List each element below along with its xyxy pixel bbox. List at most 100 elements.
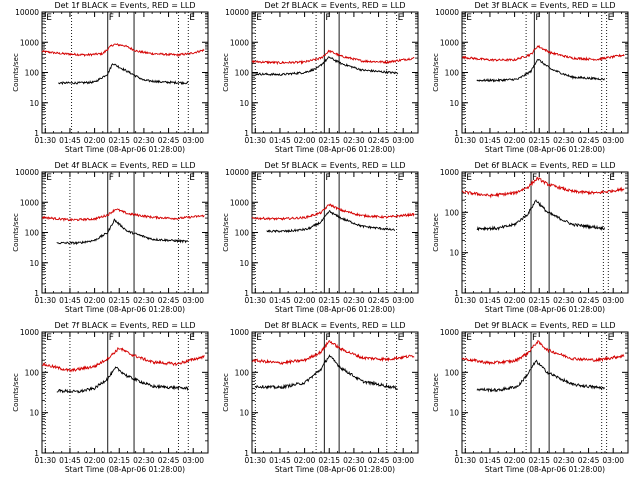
x-axis-label: Start Time (08-Apr-06 01:28:00) (485, 465, 605, 474)
x-axis-label: Start Time (08-Apr-06 01:28:00) (65, 145, 185, 154)
lld-series-line (41, 208, 205, 222)
plot-frame (41, 331, 209, 454)
x-tick-label: 01:30 (454, 136, 476, 145)
y-tick-label: 10000 (15, 8, 39, 17)
x-tick-label: 02:30 (343, 296, 365, 305)
y-tick-label: 10 (29, 259, 39, 268)
lld-series-line (461, 44, 625, 63)
x-tick-label: 02:30 (553, 296, 575, 305)
y-axis-label: Counts/sec (222, 213, 230, 252)
events-series-line (58, 63, 189, 86)
interval-marker-label: F (325, 333, 330, 343)
y-axis-label: Counts/sec (12, 373, 20, 412)
x-tick-label: 02:00 (504, 456, 526, 465)
interval-marker-label: E (608, 13, 614, 23)
interval-marker-label: E (46, 173, 52, 183)
chart-title: Det 2f BLACK = Events, RED = LLD (264, 1, 405, 10)
chart-title: Det 1f BLACK = Events, RED = LLD (54, 1, 195, 10)
y-tick-label: 100 (235, 368, 250, 377)
y-axis-label: Counts/sec (222, 53, 230, 92)
x-tick-label: 01:45 (59, 296, 81, 305)
events-series-line (476, 199, 605, 232)
events-series-line (254, 354, 399, 390)
x-tick-label: 02:45 (158, 136, 180, 145)
x-tick-label: 03:00 (392, 296, 414, 305)
x-tick-label: 02:00 (504, 296, 526, 305)
x-tick-label: 03:00 (392, 136, 414, 145)
x-axis-label: Start Time (08-Apr-06 01:28:00) (485, 305, 605, 314)
x-tick-label: 02:30 (343, 456, 365, 465)
chart-title: Det 5f BLACK = Events, RED = LLD (264, 161, 405, 170)
plot-frame (461, 171, 629, 294)
y-tick-label: 1000 (20, 38, 39, 47)
y-tick-label: 1 (244, 289, 249, 298)
x-tick-label: 02:30 (133, 136, 155, 145)
x-tick-label: 02:30 (553, 456, 575, 465)
interval-marker-label: F (535, 13, 540, 23)
x-axis-label: Start Time (08-Apr-06 01:28:00) (65, 465, 185, 474)
events-series-line (266, 210, 395, 234)
interval-marker-label: E (256, 333, 262, 343)
x-tick-label: 01:45 (59, 136, 81, 145)
y-tick-label: 100 (235, 69, 250, 78)
x-tick-label: 02:15 (318, 456, 340, 465)
y-tick-label: 10 (239, 99, 249, 108)
plot-frame (461, 11, 629, 134)
x-tick-label: 01:45 (479, 456, 501, 465)
y-tick-label: 10 (449, 409, 459, 418)
x-axis-label: Start Time (08-Apr-06 01:28:00) (485, 145, 605, 154)
y-tick-label: 1 (244, 449, 249, 458)
x-tick-label: 03:00 (182, 136, 204, 145)
chart-title: Det 3f BLACK = Events, RED = LLD (474, 1, 615, 10)
x-tick-label: 02:00 (84, 296, 106, 305)
y-tick-label: 1 (454, 289, 459, 298)
plot-frame (251, 331, 419, 454)
lld-series-line (461, 340, 625, 366)
x-tick-label: 02:45 (578, 456, 600, 465)
x-tick-label: 02:45 (578, 296, 600, 305)
interval-marker-label: E (398, 13, 404, 23)
x-axis-label: Start Time (08-Apr-06 01:28:00) (275, 465, 395, 474)
y-tick-label: 1000 (20, 328, 39, 337)
y-tick-label: 100 (445, 69, 460, 78)
interval-marker-label: E (398, 333, 404, 343)
events-series-line (56, 366, 189, 394)
x-tick-label: 02:15 (318, 296, 340, 305)
x-tick-label: 02:00 (294, 136, 316, 145)
y-tick-label: 1 (34, 129, 39, 138)
x-tick-label: 01:30 (34, 136, 56, 145)
interval-marker-label: E (609, 173, 615, 183)
chart-panel: Det 8f BLACK = Events, RED = LLD 1 10 100 10… (222, 321, 419, 474)
x-tick-label: 01:30 (244, 456, 266, 465)
y-tick-label: 1000 (440, 38, 459, 47)
x-tick-label: 02:15 (528, 296, 550, 305)
y-tick-label: 1000 (440, 168, 459, 177)
chart-panel: Det 9f BLACK = Events, RED = LLD 1 10 100 10… (432, 321, 629, 474)
events-series-line (56, 218, 189, 246)
x-tick-label: 03:00 (392, 456, 414, 465)
y-tick-label: 10000 (435, 8, 459, 17)
y-tick-label: 10 (449, 249, 459, 258)
x-axis-label: Start Time (08-Apr-06 01:28:00) (65, 305, 185, 314)
lld-series-line (41, 43, 205, 58)
x-tick-label: 02:45 (368, 456, 390, 465)
x-tick-label: 02:30 (553, 136, 575, 145)
x-tick-label: 03:00 (602, 456, 624, 465)
y-tick-label: 1 (244, 129, 249, 138)
interval-marker-label: F (325, 13, 330, 23)
lld-series-line (251, 49, 415, 66)
y-tick-label: 1 (454, 449, 459, 458)
y-tick-label: 1000 (440, 328, 459, 337)
x-tick-label: 02:30 (133, 456, 155, 465)
lld-series-line (461, 176, 625, 199)
x-tick-label: 01:30 (244, 136, 266, 145)
x-tick-label: 03:00 (602, 136, 624, 145)
interval-marker-label: E (256, 173, 262, 183)
lld-series-line (251, 203, 415, 221)
events-series-line (476, 58, 605, 83)
x-tick-label: 01:45 (269, 136, 291, 145)
y-tick-label: 10 (29, 99, 39, 108)
chart-panel: Det 2f BLACK = Events, RED = LLD 1 10 100 10… (222, 1, 419, 154)
interval-marker-label: F (532, 333, 537, 343)
plot-frame (251, 171, 419, 294)
